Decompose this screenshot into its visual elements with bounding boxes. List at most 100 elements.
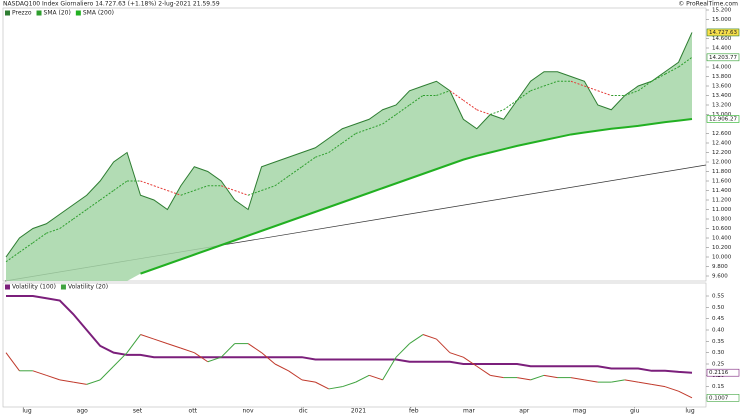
y-tick-label: 0.40 bbox=[712, 328, 725, 334]
series-segment bbox=[274, 363, 289, 372]
x-tick-label: ott bbox=[189, 408, 198, 415]
series-segment bbox=[369, 123, 383, 130]
series-segment bbox=[32, 370, 47, 376]
y-tick-label: 0.15 bbox=[712, 384, 725, 390]
series-segment bbox=[86, 199, 101, 210]
series-segment bbox=[46, 228, 60, 234]
last-value-box bbox=[706, 368, 740, 377]
series-segment bbox=[395, 343, 410, 358]
series-segment bbox=[530, 85, 545, 92]
series-segment bbox=[651, 73, 666, 82]
series-segment bbox=[180, 190, 195, 196]
series-segment bbox=[261, 352, 276, 365]
watermark: © ProRealTime.com bbox=[678, 1, 738, 8]
series-segment bbox=[409, 95, 424, 106]
chart-title: NASDAQ100 Index Giornaliero 14.727.63 (+… bbox=[3, 1, 220, 8]
legend-label: SMA (200) bbox=[83, 10, 114, 17]
series-segment bbox=[341, 133, 357, 144]
price-area bbox=[6, 32, 692, 281]
series-segment bbox=[153, 338, 168, 345]
series-segment bbox=[315, 152, 329, 158]
x-tick-label: mar bbox=[463, 408, 476, 415]
x-tick-label: apr bbox=[519, 408, 529, 415]
y-tick-label: 13.200 bbox=[712, 103, 732, 109]
legend-swatch bbox=[75, 10, 81, 16]
series-segment bbox=[664, 386, 679, 392]
series-segment bbox=[167, 190, 182, 196]
series-segment bbox=[59, 218, 74, 229]
series-segment bbox=[220, 343, 236, 358]
x-tick-label: giu bbox=[630, 408, 639, 415]
y-tick-label: 12.600 bbox=[712, 131, 732, 137]
series-segment bbox=[543, 374, 558, 379]
series-segment bbox=[99, 365, 114, 381]
series-segment bbox=[247, 190, 262, 196]
y-tick-label: 13.400 bbox=[712, 93, 732, 99]
series-segment bbox=[5, 352, 20, 372]
x-tick-label: ago bbox=[77, 408, 88, 415]
series-line bbox=[140, 117, 693, 275]
series-segment bbox=[355, 374, 370, 383]
series-segment bbox=[637, 80, 652, 92]
legend-label: SMA (20) bbox=[44, 10, 71, 17]
series-segment bbox=[140, 334, 155, 340]
y-tick-label: 11.200 bbox=[712, 198, 732, 204]
series-segment bbox=[678, 56, 693, 68]
series-line bbox=[6, 295, 693, 374]
x-tick-label: nov bbox=[242, 408, 253, 415]
legend-swatch bbox=[36, 10, 42, 16]
series-segment bbox=[436, 338, 451, 354]
series-segment bbox=[543, 80, 558, 87]
series-segment bbox=[449, 90, 464, 101]
y-tick-label: 0.35 bbox=[712, 339, 725, 345]
last-value-label: 0.1007 bbox=[709, 395, 729, 401]
series-segment bbox=[140, 180, 155, 187]
series-segment bbox=[638, 381, 652, 385]
series-segment bbox=[288, 166, 303, 177]
y-tick-label: 14.400 bbox=[712, 46, 732, 52]
series-segment bbox=[32, 232, 47, 244]
last-value-label: 12.906.27 bbox=[709, 116, 737, 122]
series-segment bbox=[570, 80, 585, 87]
y-tick-label: 15.200 bbox=[712, 8, 732, 14]
y-tick-label: 9.600 bbox=[712, 274, 728, 280]
series-segment bbox=[382, 356, 397, 381]
y-tick-label: 0.50 bbox=[712, 305, 725, 311]
series-segment bbox=[463, 99, 478, 111]
series-segment bbox=[261, 185, 276, 191]
legend-swatch bbox=[5, 10, 10, 16]
series-segment bbox=[86, 379, 101, 385]
y-tick-label: 0.30 bbox=[712, 350, 725, 356]
y-tick-label: 0.45 bbox=[712, 316, 725, 322]
series-segment bbox=[180, 347, 195, 354]
series-segment bbox=[611, 379, 625, 383]
y-tick-label: 12.000 bbox=[712, 160, 732, 166]
series-segment bbox=[113, 180, 128, 191]
y-tick-label: 13.600 bbox=[712, 84, 732, 90]
series-segment bbox=[194, 352, 209, 363]
series-segment bbox=[72, 209, 87, 220]
series-line bbox=[5, 32, 693, 258]
series-segment bbox=[476, 109, 491, 115]
y-tick-label: 11.600 bbox=[712, 179, 732, 185]
series-segment bbox=[126, 334, 141, 353]
series-segment bbox=[490, 109, 504, 115]
last-value-label: 14.727.63 bbox=[709, 30, 737, 36]
volatility-panel bbox=[2, 282, 707, 408]
series-segment bbox=[113, 352, 128, 367]
x-tick-label: dic bbox=[299, 408, 308, 415]
series-segment bbox=[624, 379, 639, 383]
series-segment bbox=[516, 90, 531, 101]
y-tick-label: 0.55 bbox=[712, 294, 725, 300]
series-segment bbox=[46, 374, 60, 381]
y-tick-label: 11.400 bbox=[712, 188, 732, 194]
x-tick-label: lug bbox=[685, 408, 694, 415]
last-value-label: 0.2116 bbox=[709, 370, 729, 376]
y-tick-label: 11.800 bbox=[712, 169, 732, 175]
series-segment bbox=[274, 175, 289, 187]
series-segment bbox=[463, 356, 478, 367]
x-tick-label: lug bbox=[22, 408, 31, 415]
series-segment bbox=[624, 90, 639, 96]
series-segment bbox=[436, 90, 451, 96]
